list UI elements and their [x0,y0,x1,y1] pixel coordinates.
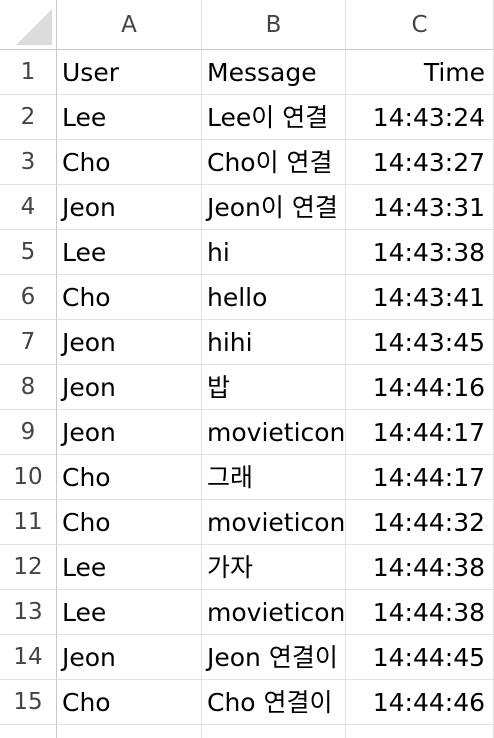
cell-message[interactable]: movieticon [202,500,346,545]
cell-b[interactable] [202,725,346,738]
cell-time[interactable]: 14:44:32 [346,500,494,545]
table-row: 15 Cho Cho 연결이 14:44:46 [0,680,494,725]
cell-time[interactable]: 14:43:24 [346,95,494,140]
row-number[interactable]: 9 [0,410,57,455]
column-header-a[interactable]: A [57,0,202,50]
cell-time[interactable]: 14:44:17 [346,410,494,455]
row-number[interactable]: 4 [0,185,57,230]
cell-time[interactable]: 14:44:45 [346,635,494,680]
table-row: 10 Cho 그래 14:44:17 [0,455,494,500]
table-row: 5 Lee hi 14:43:38 [0,230,494,275]
cell-user[interactable]: Jeon [57,635,202,680]
table-row: 7 Jeon hihi 14:43:45 [0,320,494,365]
select-all-triangle-icon [16,9,52,45]
table-row: 9 Jeon movieticon 14:44:17 [0,410,494,455]
cell-time[interactable]: 14:43:31 [346,185,494,230]
cell-message[interactable]: Cho 연결이 [202,680,346,725]
cell-user[interactable]: Jeon [57,410,202,455]
select-all-corner[interactable] [0,0,57,50]
table-row: 11 Cho movieticon 14:44:32 [0,500,494,545]
cell-message[interactable]: Cho이 연결 [202,140,346,185]
row-number[interactable]: 11 [0,500,57,545]
cell-user[interactable]: Cho [57,680,202,725]
cell-user[interactable]: Lee [57,590,202,635]
cell-time[interactable]: 14:43:41 [346,275,494,320]
cell-message[interactable]: Jeon 연결이 [202,635,346,680]
table-row: 13 Lee movieticon 14:44:38 [0,590,494,635]
row-number[interactable]: 13 [0,590,57,635]
table-row: 2 Lee Lee이 연결 14:43:24 [0,95,494,140]
table-row: 4 Jeon Jeon이 연결 14:43:31 [0,185,494,230]
row-number[interactable]: 5 [0,230,57,275]
row-number[interactable]: 8 [0,365,57,410]
row-number[interactable]: 6 [0,275,57,320]
cell-message[interactable]: 그래 [202,455,346,500]
cell-message[interactable]: hello [202,275,346,320]
cell-time[interactable]: 14:44:17 [346,455,494,500]
cell-message[interactable]: hi [202,230,346,275]
cell-time[interactable]: Time [346,50,494,95]
table-row: 6 Cho hello 14:43:41 [0,275,494,320]
row-number[interactable]: 1 [0,50,57,95]
cell-user[interactable]: Cho [57,455,202,500]
cell-user[interactable]: User [57,50,202,95]
cell-message[interactable]: hihi [202,320,346,365]
column-header-b[interactable]: B [202,0,346,50]
table-row: 14 Jeon Jeon 연결이 14:44:45 [0,635,494,680]
cell-user[interactable]: Jeon [57,365,202,410]
cell-message[interactable]: 밥 [202,365,346,410]
cell-time[interactable]: 14:44:38 [346,590,494,635]
cell-message[interactable]: Message [202,50,346,95]
table-row: 8 Jeon 밥 14:44:16 [0,365,494,410]
cell-message[interactable]: Jeon이 연결 [202,185,346,230]
cell-user[interactable]: Jeon [57,185,202,230]
row-number[interactable]: 2 [0,95,57,140]
cell-time[interactable]: 14:43:27 [346,140,494,185]
table-row: 12 Lee 가자 14:44:38 [0,545,494,590]
cell-message[interactable]: 가자 [202,545,346,590]
table-row: 3 Cho Cho이 연결 14:43:27 [0,140,494,185]
cell-time[interactable]: 14:44:16 [346,365,494,410]
cell-user[interactable]: Lee [57,230,202,275]
row-number[interactable] [0,725,57,738]
cell-user[interactable]: Lee [57,545,202,590]
table-row: 1 User Message Time [0,50,494,95]
cell-time[interactable]: 14:44:46 [346,680,494,725]
row-number[interactable]: 7 [0,320,57,365]
row-number[interactable]: 10 [0,455,57,500]
cell-user[interactable]: Cho [57,140,202,185]
cell-time[interactable]: 14:44:38 [346,545,494,590]
row-number[interactable]: 14 [0,635,57,680]
cell-user[interactable]: Cho [57,500,202,545]
row-number[interactable]: 15 [0,680,57,725]
row-number[interactable]: 12 [0,545,57,590]
partial-row-16 [0,725,494,738]
cell-time[interactable]: 14:43:45 [346,320,494,365]
cell-message[interactable]: movieticon [202,590,346,635]
cell-message[interactable]: movieticon [202,410,346,455]
cell-user[interactable]: Lee [57,95,202,140]
cell-user[interactable]: Cho [57,275,202,320]
cell-time[interactable]: 14:43:38 [346,230,494,275]
column-header-c[interactable]: C [346,0,494,50]
column-header-row: A B C [0,0,494,50]
cell-c[interactable] [346,725,494,738]
cell-message[interactable]: Lee이 연결 [202,95,346,140]
row-number[interactable]: 3 [0,140,57,185]
cell-a[interactable] [57,725,202,738]
cell-user[interactable]: Jeon [57,320,202,365]
